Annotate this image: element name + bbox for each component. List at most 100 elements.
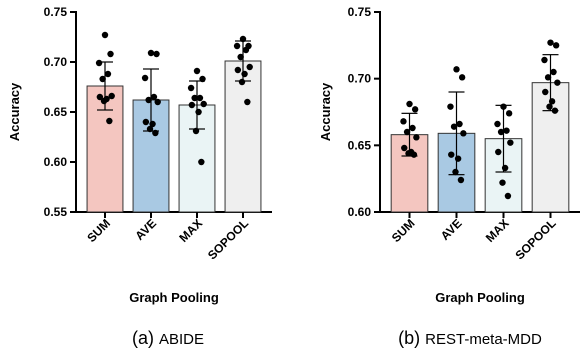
data-point-sopool <box>242 46 250 54</box>
data-point-sum <box>403 128 411 136</box>
x-axis-label: Graph Pooling <box>129 290 219 305</box>
data-point-ave <box>147 49 155 57</box>
x-tick-label-max: MAX <box>483 216 512 245</box>
data-point-sopool <box>237 53 244 61</box>
data-point-sum <box>409 124 416 132</box>
caption-prefix: (b) <box>398 328 425 348</box>
x-tick-label-sum: SUM <box>389 216 418 245</box>
data-point-ave <box>460 130 467 137</box>
data-point-ave <box>458 74 466 81</box>
data-point-sum <box>104 70 112 78</box>
x-tick-label-max: MAX <box>176 216 205 245</box>
y-tick-label: 0.65 <box>44 105 68 119</box>
y-axis-label: Accuracy <box>7 82 22 141</box>
data-point-sopool <box>548 98 556 105</box>
data-point-max <box>196 94 204 102</box>
data-point-sum <box>106 117 113 125</box>
data-point-ave <box>452 168 459 176</box>
data-point-sum <box>95 59 103 67</box>
data-point-sopool <box>239 35 247 43</box>
x-tick-label-ave: AVE <box>132 216 159 243</box>
panel-caption: (a) ABIDE <box>132 328 204 348</box>
data-point-ave <box>150 93 158 101</box>
data-point-sopool <box>551 107 559 114</box>
data-point-sum <box>405 150 412 157</box>
y-tick-label: 0.70 <box>348 72 372 86</box>
data-point-sopool <box>541 56 548 64</box>
data-point-sum <box>400 118 407 125</box>
data-point-max <box>198 158 205 166</box>
data-point-sopool <box>542 88 549 96</box>
y-tick-label: 0.60 <box>44 155 68 169</box>
data-point-ave <box>450 123 458 130</box>
data-point-max <box>504 192 512 200</box>
data-point-sopool <box>234 66 242 74</box>
data-point-max <box>494 120 501 128</box>
data-point-max <box>199 75 206 83</box>
data-point-sum <box>107 50 114 58</box>
data-point-max <box>192 127 200 135</box>
data-point-ave <box>145 96 152 104</box>
data-point-ave <box>142 118 150 126</box>
y-tick-label: 0.75 <box>44 5 68 19</box>
data-point-max <box>499 179 506 186</box>
caption-name: REST-meta-MDD <box>425 331 542 348</box>
data-point-sopool <box>547 39 554 46</box>
data-point-ave <box>146 125 154 133</box>
data-point-sopool <box>550 68 557 76</box>
data-point-max <box>200 100 207 108</box>
data-point-ave <box>456 120 463 128</box>
data-point-sum <box>410 151 418 158</box>
data-point-ave <box>457 176 465 184</box>
data-point-max <box>193 67 201 75</box>
data-point-sum <box>101 31 109 39</box>
y-tick-label: 0.70 <box>44 55 68 69</box>
data-point-ave <box>141 74 149 82</box>
data-point-max <box>501 164 509 172</box>
data-point-max <box>188 101 196 109</box>
data-point-sopool <box>233 42 241 50</box>
data-point-max <box>495 148 502 156</box>
caption-prefix: (a) <box>132 328 159 348</box>
data-point-ave <box>454 155 462 162</box>
x-tick-label-sopool: SOPOOL <box>205 216 251 262</box>
data-point-sopool <box>552 42 560 49</box>
y-tick-label: 0.55 <box>44 205 68 219</box>
data-point-max <box>191 94 198 102</box>
data-point-sum <box>96 93 104 101</box>
x-axis-label: Graph Pooling <box>435 290 525 305</box>
data-point-sum <box>108 92 115 100</box>
data-point-max <box>505 110 513 117</box>
data-point-sopool <box>554 79 561 86</box>
data-point-ave <box>447 103 454 110</box>
x-tick-label-sum: SUM <box>84 216 113 245</box>
y-tick-label: 0.75 <box>348 5 372 19</box>
data-point-sum <box>406 100 413 108</box>
data-point-sopool <box>544 74 552 81</box>
data-point-sum <box>99 75 106 83</box>
data-point-sopool <box>244 98 251 106</box>
data-point-sopool <box>246 63 253 71</box>
data-point-sum <box>100 97 108 105</box>
data-point-sum <box>411 106 419 113</box>
data-point-max <box>507 139 514 146</box>
data-point-sopool <box>238 78 246 86</box>
caption-name: ABIDE <box>159 331 204 348</box>
data-point-sum <box>401 144 408 152</box>
data-point-ave <box>448 151 455 158</box>
chart-panel-b: 0.60 0.65 0.70 0.75 Accuracy SUM AVE MAX SOPOOL G… <box>318 5 580 348</box>
data-point-ave <box>154 98 161 106</box>
data-point-sopool <box>546 103 553 110</box>
y-tick-label: 0.60 <box>348 205 372 219</box>
data-point-ave <box>153 50 160 58</box>
data-point-sopool <box>241 70 248 78</box>
x-tick-label-ave: AVE <box>438 216 465 243</box>
data-point-max <box>195 108 202 116</box>
data-point-ave <box>453 66 460 73</box>
data-point-ave <box>149 120 156 128</box>
chart-panel-a: 0.55 0.60 0.65 0.70 0.75 Accuracy SUM AVE MAX SOP… <box>7 5 272 348</box>
x-tick-label-sopool: SOPOOL <box>512 216 558 262</box>
data-point-ave <box>152 129 159 137</box>
panel-caption: (b) REST-meta-MDD <box>398 328 542 348</box>
